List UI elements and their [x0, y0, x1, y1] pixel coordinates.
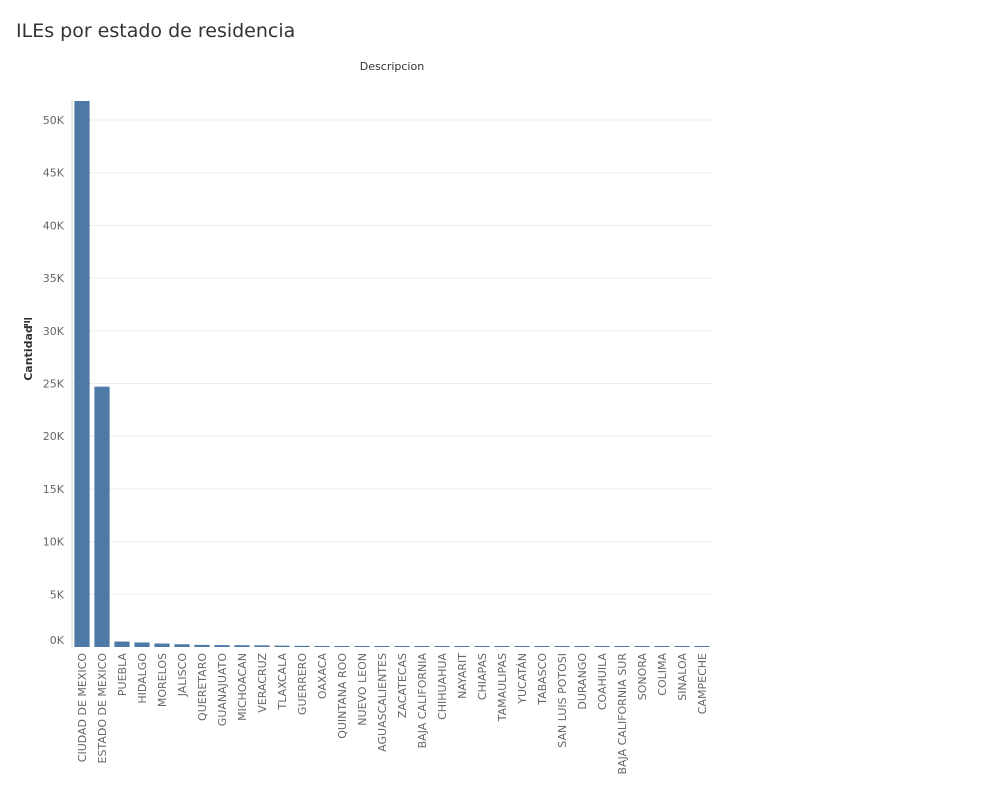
- bar[interactable]: [74, 101, 90, 647]
- y-tick-label: 30K: [43, 325, 65, 338]
- category-label: SAN LUIS POTOSI: [556, 653, 569, 748]
- category-label: AGUASCALIENTES: [376, 653, 389, 752]
- page-title: ILEs por estado de residencia: [16, 20, 296, 42]
- bar[interactable]: [354, 646, 370, 647]
- category-label: BAJA CALIFORNIA: [416, 653, 429, 749]
- category-label: HIDALGO: [136, 653, 149, 704]
- category-label: QUERETARO: [196, 653, 209, 721]
- bar[interactable]: [134, 642, 150, 647]
- bar[interactable]: [674, 646, 690, 647]
- y-tick-label: 40K: [43, 219, 65, 232]
- category-label: CHIAPAS: [476, 653, 489, 700]
- category-label: DURANGO: [576, 653, 589, 710]
- bars: [74, 101, 710, 647]
- bar[interactable]: [294, 645, 310, 647]
- bar[interactable]: [274, 645, 290, 647]
- category-label: BAJA CALIFORNIA SUR: [616, 653, 629, 775]
- bar[interactable]: [474, 646, 490, 647]
- sort-icon[interactable]: [24, 318, 32, 326]
- gridlines: [72, 119, 712, 595]
- category-label: TAMAULIPAS: [496, 653, 509, 722]
- y-axis-ticks: 0K 5K 10K 15K 20K 25K 30K 35K 40K 45K 50K: [43, 114, 65, 647]
- category-label: VERACRUZ: [256, 653, 269, 713]
- bar[interactable]: [94, 386, 110, 647]
- y-tick-label: 0K: [50, 634, 65, 647]
- category-label: OAXACA: [316, 653, 329, 700]
- category-label: ESTADO DE MEXICO: [96, 653, 109, 764]
- bar[interactable]: [114, 641, 130, 647]
- bar[interactable]: [574, 646, 590, 647]
- bar[interactable]: [694, 646, 710, 647]
- category-label: TLAXCALA: [276, 653, 289, 711]
- category-label: CHIHUAHUA: [436, 653, 449, 720]
- bar[interactable]: [394, 646, 410, 647]
- bar[interactable]: [174, 644, 190, 647]
- bar[interactable]: [214, 645, 230, 647]
- category-label: SINALOA: [676, 653, 689, 701]
- y-axis-title-group: Cantidad: [22, 318, 35, 381]
- category-label: SONORA: [636, 653, 649, 701]
- bar[interactable]: [154, 643, 170, 647]
- x-axis-labels: CIUDAD DE MEXICO ESTADO DE MEXICO PUEBLA HI…: [76, 653, 709, 775]
- category-label: QUINTANA ROO: [336, 653, 349, 739]
- category-label: NUEVO LEON: [356, 653, 369, 726]
- bar[interactable]: [634, 646, 650, 647]
- category-label: GUERRERO: [296, 653, 309, 715]
- column-header: Descripcion: [360, 60, 424, 73]
- bar[interactable]: [554, 646, 570, 647]
- bar[interactable]: [434, 646, 450, 647]
- category-label: NAYARIT: [456, 653, 469, 699]
- category-label: COLIMA: [656, 653, 669, 696]
- bar[interactable]: [514, 646, 530, 647]
- bar[interactable]: [314, 645, 330, 647]
- bar[interactable]: [194, 644, 210, 647]
- category-label: YUCATÁN: [516, 653, 529, 705]
- y-tick-label: 5K: [50, 588, 65, 601]
- y-tick-label: 45K: [43, 167, 65, 180]
- category-label: ZACATECAS: [396, 653, 409, 718]
- y-axis-title: Cantidad: [22, 325, 35, 381]
- bar[interactable]: [414, 646, 430, 647]
- category-label: JALISCO: [176, 653, 189, 698]
- category-label: CAMPECHE: [696, 653, 709, 714]
- category-label: MICHOACAN: [236, 653, 249, 721]
- bar[interactable]: [654, 646, 670, 647]
- category-label: TABASCO: [536, 653, 549, 706]
- bar[interactable]: [254, 645, 270, 647]
- bar[interactable]: [594, 646, 610, 647]
- bar[interactable]: [494, 646, 510, 647]
- y-tick-label: 35K: [43, 272, 65, 285]
- category-label: MORELOS: [156, 653, 169, 707]
- category-label: GUANAJUATO: [216, 653, 229, 727]
- bar[interactable]: [614, 646, 630, 647]
- y-tick-label: 15K: [43, 483, 65, 496]
- y-tick-label: 20K: [43, 430, 65, 443]
- category-label: CIUDAD DE MEXICO: [76, 653, 89, 763]
- category-label: COAHUILA: [596, 653, 609, 711]
- y-tick-label: 50K: [43, 114, 65, 127]
- y-tick-label: 25K: [43, 378, 65, 391]
- category-label: PUEBLA: [116, 653, 129, 697]
- bar[interactable]: [374, 646, 390, 647]
- bar[interactable]: [454, 646, 470, 647]
- bar[interactable]: [334, 646, 350, 647]
- bar[interactable]: [234, 645, 250, 647]
- y-tick-label: 10K: [43, 536, 65, 549]
- bar[interactable]: [534, 646, 550, 647]
